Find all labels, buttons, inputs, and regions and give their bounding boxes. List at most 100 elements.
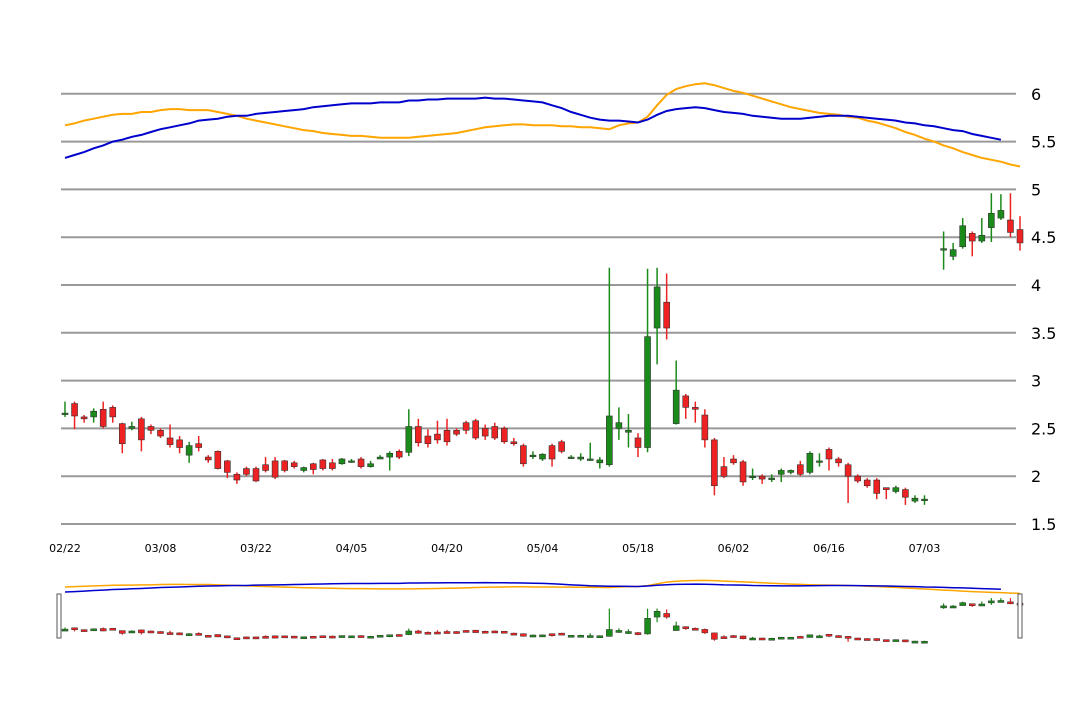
navigator-candle-body [720, 636, 728, 639]
navigator-candle [386, 634, 393, 638]
navigator-candle [319, 635, 327, 638]
navigator-candle-body [501, 631, 508, 634]
candle [644, 268, 651, 453]
candle [606, 267, 613, 467]
x-tick-label: 02/22 [49, 542, 81, 555]
navigator-candle-body [816, 635, 823, 639]
candle-body [625, 430, 632, 433]
navigator-candle [778, 636, 785, 640]
navigator-candle [806, 634, 814, 638]
candle [80, 415, 88, 423]
candle-body [300, 467, 308, 471]
candle-body [99, 408, 107, 427]
candle [758, 474, 766, 484]
navigator-candle [176, 632, 183, 636]
navigator-candle [997, 598, 1005, 603]
range-navigator[interactable] [56, 579, 1024, 644]
navigator-candle-body [567, 635, 575, 638]
candle [844, 462, 852, 503]
navigator-candle [453, 631, 460, 634]
navigator-candle [376, 635, 384, 638]
candle [691, 401, 699, 423]
navigator-candle-body [329, 635, 336, 639]
navigator-candle [902, 639, 909, 643]
x-tick-label: 06/02 [718, 542, 750, 555]
candle-body [119, 423, 126, 444]
y-tick-label: 5.5 [1031, 133, 1056, 152]
navigator-candle-body [157, 631, 164, 634]
candle [567, 455, 575, 459]
candle-body [443, 430, 451, 443]
candle [290, 460, 298, 469]
navigator-candle-body [185, 633, 193, 636]
candle-body [959, 225, 967, 248]
candle-body [367, 463, 374, 467]
candle [682, 393, 690, 419]
candle [481, 424, 489, 440]
navigator-candle [835, 635, 842, 638]
y-tick-label: 6 [1031, 85, 1041, 104]
navigator-candle [969, 603, 976, 607]
navigator-candle-body [739, 635, 747, 640]
candle [415, 418, 422, 447]
navigator-candle-body [310, 635, 317, 639]
navigator-candle-body [921, 640, 928, 644]
navigator-candle [501, 630, 508, 634]
candle-body [892, 487, 900, 492]
candle-body [577, 456, 585, 460]
navigator-candle-body [510, 632, 518, 636]
navigator-candle-body [806, 634, 814, 638]
navigator-candle [99, 627, 107, 632]
candle [596, 457, 604, 469]
navigator-candle-body [1007, 601, 1014, 605]
candle-body [949, 249, 957, 257]
navigator-candle [61, 627, 69, 632]
navigator-candle [357, 635, 365, 638]
navigator-candle-body [71, 627, 78, 630]
navigator-candle-body [949, 605, 957, 609]
candle [892, 485, 900, 494]
navigator-candle [749, 636, 756, 641]
candle-body [243, 468, 250, 475]
candle [1007, 193, 1014, 238]
candle [243, 466, 250, 477]
candle-body [281, 460, 288, 471]
x-tick-label: 04/20 [431, 542, 463, 555]
navigator-candle [271, 635, 279, 639]
navigator-candle [185, 633, 193, 637]
candle [500, 426, 508, 444]
navigator-candle [625, 629, 632, 634]
candle-body [691, 407, 699, 410]
y-axis-ticks: 1.5 2 2.5 3 3.5 4 4.5 5 5.5 6 [1031, 85, 1056, 534]
navigator-candle-body [835, 635, 842, 638]
candle-body [567, 456, 575, 459]
candle [701, 409, 709, 448]
candle-body [138, 418, 145, 441]
navigator-candle [233, 637, 241, 640]
candle-body [558, 441, 565, 452]
candle-body [863, 479, 871, 487]
candle [777, 468, 785, 482]
navigator-candle-body [481, 631, 489, 634]
navigator-right-handle[interactable] [1017, 593, 1023, 639]
candle [520, 443, 527, 467]
candle-body [730, 458, 737, 464]
candle [634, 433, 642, 458]
candle [988, 193, 995, 242]
navigator-candle [195, 632, 202, 636]
navigator-candle-body [873, 638, 880, 641]
candle-body [271, 460, 279, 478]
navigator-candle [663, 609, 670, 619]
candle-body [586, 458, 594, 461]
candle [797, 460, 804, 477]
navigator-candle [892, 639, 900, 642]
navigator-candle-body [749, 637, 756, 641]
navigator-candle-body [109, 628, 116, 631]
navigator-candle [653, 608, 661, 623]
navigator-candle-body [902, 639, 909, 643]
navigator-ma-lines [64, 579, 1021, 595]
navigator-left-handle[interactable] [56, 593, 62, 639]
navigator-candle-body [892, 639, 900, 642]
candle [119, 422, 126, 454]
navigator-candle [90, 628, 97, 632]
